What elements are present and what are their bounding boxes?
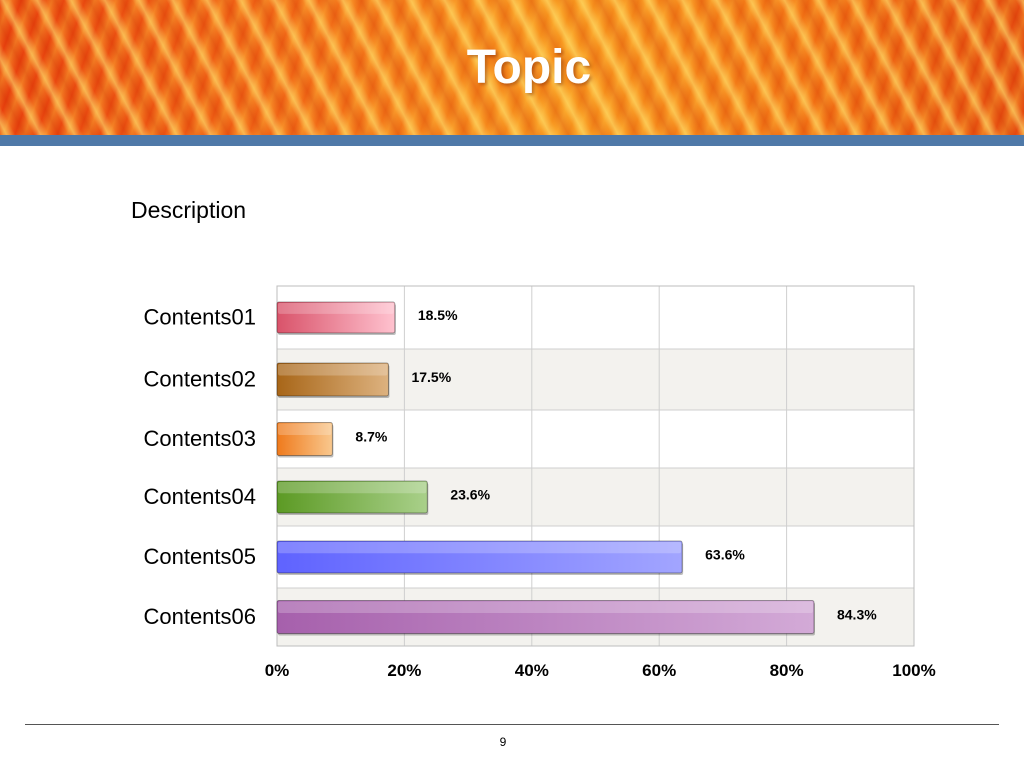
bar-gloss (278, 423, 332, 436)
bar (276, 362, 389, 397)
chart-bars (276, 301, 815, 636)
x-tick-label: 80% (770, 661, 804, 680)
category-label: Contents04 (143, 484, 256, 509)
category-label: Contents06 (143, 604, 256, 629)
x-tick-label: 60% (642, 661, 676, 680)
bar-gloss (278, 364, 388, 376)
category-label: Contents01 (143, 304, 256, 329)
bar-gloss (278, 601, 813, 614)
bar (276, 480, 428, 514)
bar (276, 301, 396, 334)
x-tick-label: 0% (265, 661, 290, 680)
x-tick-label: 20% (387, 661, 421, 680)
data-label: 17.5% (411, 369, 451, 385)
x-tick-label: 100% (892, 661, 935, 680)
bar-gloss (278, 303, 394, 314)
category-label: Contents02 (143, 366, 256, 391)
category-label: Contents03 (143, 426, 256, 451)
chart-row-band (277, 410, 914, 468)
bar (276, 422, 333, 456)
chart-labels: 0% 20% 40% 60% 80% 100% 18.5% Contents01 17.5% Co… (143, 304, 935, 680)
plot-border (276, 285, 915, 647)
slide-title: Topic (466, 41, 592, 94)
bar-gloss (278, 542, 682, 554)
page-number: 9 (499, 735, 507, 749)
data-label: 23.6% (450, 487, 490, 503)
chart-gridlines (276, 285, 915, 647)
header-banner (0, 0, 1024, 135)
header-divider (0, 135, 1024, 146)
category-label: Contents05 (143, 544, 256, 569)
bar (276, 600, 815, 634)
chart-row-bands (277, 286, 914, 646)
data-label: 18.5% (418, 307, 458, 323)
footer-divider (25, 724, 999, 725)
data-label: 8.7% (355, 429, 387, 445)
x-tick-label: 40% (515, 661, 549, 680)
data-label: 63.6% (705, 547, 745, 563)
data-label: 84.3% (837, 607, 877, 623)
bar-gloss (278, 482, 427, 494)
bar (276, 540, 683, 574)
slide-description: Description (131, 197, 247, 223)
